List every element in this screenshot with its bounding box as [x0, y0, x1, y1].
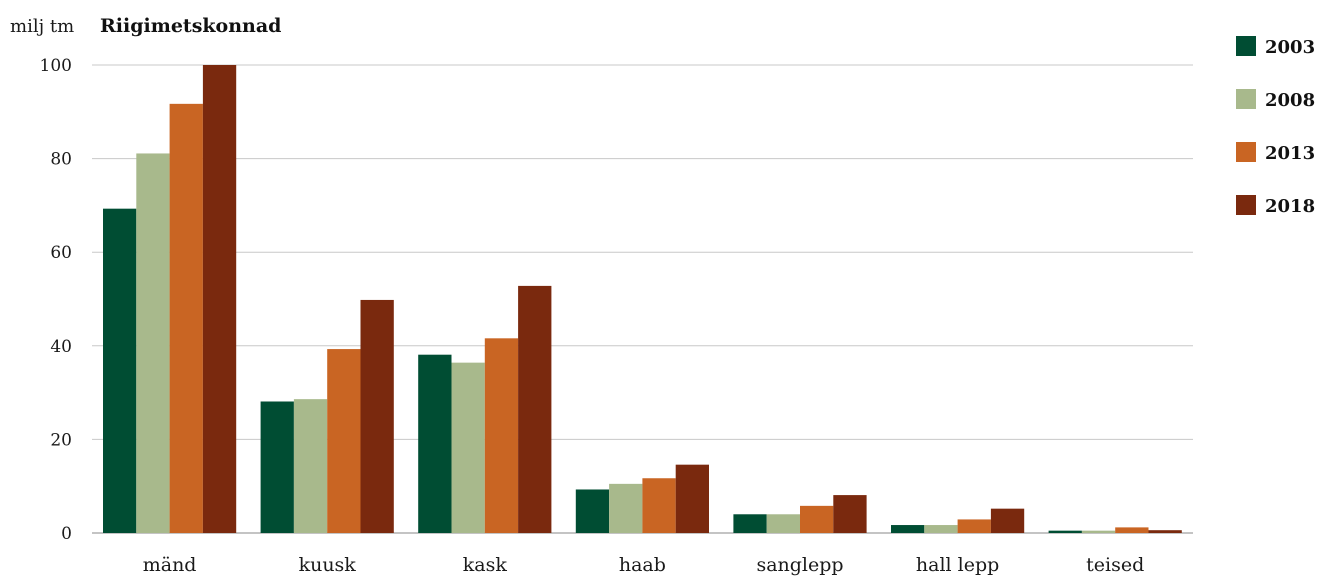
- bar-2013-kuusk: [327, 349, 361, 533]
- bar-2018-hall-lepp: [990, 508, 1025, 533]
- bar-2008-haab: [609, 483, 643, 533]
- y-tick-label: 0: [61, 524, 72, 544]
- bar-2003-teised: [1048, 530, 1082, 533]
- y-tick-label: 80: [50, 150, 72, 170]
- bar-2003-kuusk: [260, 401, 294, 533]
- bar-2018-haab: [675, 464, 709, 533]
- y-tick-label: 20: [50, 430, 72, 450]
- x-category-label: hall lepp: [916, 554, 999, 576]
- bar-2008-hall-lepp: [924, 525, 958, 533]
- bar-2018-sanglepp: [833, 495, 867, 533]
- bar-2018-kask: [518, 285, 552, 533]
- bar-2003-hall-lepp: [891, 525, 925, 533]
- legend-label-2018: 2018: [1265, 196, 1315, 217]
- x-category-label: mänd: [143, 554, 197, 576]
- x-category-label: sanglepp: [756, 554, 843, 576]
- bar-2003-mänd: [103, 208, 137, 533]
- bars: [103, 65, 1182, 534]
- bar-2008-kask: [451, 362, 485, 533]
- chart-title: Riigimetskonnad: [100, 15, 281, 37]
- legend-label-2008: 2008: [1265, 90, 1315, 111]
- bar-2008-mänd: [136, 153, 170, 533]
- y-tick-label: 60: [50, 243, 72, 263]
- x-category-label: kask: [463, 554, 508, 576]
- legend-label-2003: 2003: [1265, 37, 1315, 58]
- bar-2003-kask: [418, 354, 452, 533]
- bar-2013-mänd: [169, 103, 203, 534]
- bar-2013-kask: [484, 338, 519, 533]
- bar-2013-teised: [1115, 527, 1149, 533]
- legend-label-2013: 2013: [1265, 143, 1315, 164]
- bar-2018-mänd: [202, 65, 237, 533]
- bar-2018-teised: [1148, 530, 1182, 533]
- bar-2013-hall-lepp: [957, 519, 991, 533]
- legend-swatch-2003: [1236, 36, 1256, 56]
- legend-swatch-2013: [1236, 142, 1256, 162]
- x-category-label: kuusk: [299, 554, 357, 576]
- legend: 2003 2008 2013 2018: [1236, 36, 1315, 217]
- y-axis-unit-label: milj tm: [10, 16, 74, 37]
- y-tick-label: 40: [50, 337, 72, 357]
- legend-swatch-2008: [1236, 89, 1256, 109]
- bar-2013-haab: [642, 478, 676, 533]
- bar-2018-kuusk: [360, 299, 394, 533]
- bar-2008-kuusk: [293, 399, 328, 533]
- x-category-label: haab: [619, 554, 666, 576]
- bar-2008-teised: [1081, 530, 1116, 533]
- x-axis-labels: mänd kuusk kask haab sanglepp hall lepp teised: [143, 554, 1145, 576]
- gridlines: 0 20 40 60 80 100: [40, 56, 1193, 544]
- bar-2013-sanglepp: [800, 505, 834, 533]
- y-tick-label: 100: [40, 56, 72, 76]
- legend-swatch-2018: [1236, 195, 1256, 215]
- x-category-label: teised: [1086, 554, 1144, 576]
- bar-2003-haab: [575, 489, 610, 533]
- bar-2003-sanglepp: [733, 514, 767, 533]
- bar-2008-sanglepp: [766, 514, 800, 533]
